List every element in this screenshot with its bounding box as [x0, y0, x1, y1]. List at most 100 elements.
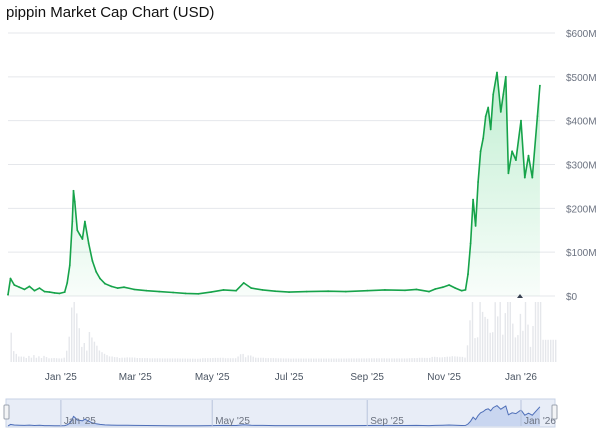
volume-bar: [454, 356, 456, 362]
data-point: [110, 285, 113, 288]
volume-bar: [141, 358, 143, 362]
data-point: [158, 290, 161, 293]
navigator-background: [5, 398, 556, 428]
volume-bar: [512, 323, 514, 362]
y-tick-label: $400M: [566, 117, 597, 128]
volume-bar: [350, 358, 353, 362]
navigator[interactable]: Jan '25 May '25 Sep '25 Jan '26: [3, 398, 558, 428]
data-point: [504, 75, 507, 78]
volume-bar: [156, 358, 159, 362]
volume-bar: [333, 358, 335, 362]
volume-bar: [232, 358, 234, 362]
volume-bar: [484, 316, 486, 362]
navigator-tick-label: Jan '26: [524, 416, 556, 427]
data-point: [76, 229, 79, 232]
volume-bar: [436, 357, 438, 362]
volume-bar: [502, 334, 504, 362]
data-point: [415, 288, 418, 291]
data-point: [434, 288, 437, 290]
navigator-handle-left[interactable]: [3, 404, 10, 420]
volume-bar: [227, 358, 229, 362]
volume-bar: [451, 356, 453, 362]
volume-bar: [154, 358, 156, 362]
volume-bar: [171, 358, 174, 362]
data-point: [58, 292, 61, 295]
volume-bar: [396, 358, 398, 362]
x-tick-label: Jan '26: [505, 372, 537, 383]
data-point: [464, 289, 467, 291]
volume-bar: [439, 357, 441, 362]
volume-bar: [411, 358, 413, 362]
volume-bar: [116, 357, 118, 362]
data-point: [145, 289, 148, 292]
market-cap-area: [8, 72, 540, 296]
x-tick-label: Jan '25: [45, 372, 77, 383]
volume-bar: [371, 358, 373, 362]
volume-bar: [91, 337, 93, 362]
data-point: [84, 220, 86, 223]
volume-bar: [348, 358, 350, 362]
volume-bar: [43, 355, 45, 362]
volume-bar: [244, 357, 247, 362]
volume-bar: [378, 358, 380, 362]
volume-bar: [444, 357, 446, 362]
data-point: [99, 277, 101, 280]
data-point: [123, 286, 125, 289]
data-point: [13, 284, 16, 286]
volume-bar: [187, 358, 189, 362]
volume-bar: [73, 302, 75, 362]
volume-bar: [421, 357, 423, 362]
data-point: [305, 290, 308, 293]
navigator-handle-right[interactable]: [551, 404, 558, 420]
volume-bar: [13, 351, 15, 362]
volume-bar: [202, 358, 204, 362]
volume-bar: [101, 352, 103, 362]
volume-bar: [323, 358, 325, 362]
data-point: [492, 93, 495, 96]
volume-bar: [514, 337, 517, 362]
data-point: [428, 290, 430, 293]
data-point: [441, 286, 444, 289]
volume-bar: [63, 357, 65, 362]
market-cap-line[interactable]: [7, 71, 541, 295]
data-point: [344, 290, 347, 293]
volume-bar: [247, 355, 249, 362]
volume-bar: [537, 302, 539, 362]
volume-bar: [25, 358, 27, 362]
volume-bar: [265, 358, 267, 362]
volume-bar: [338, 358, 340, 362]
volume-bar: [408, 358, 411, 362]
volume-bar: [388, 358, 390, 362]
data-point: [288, 291, 290, 293]
volume-bar: [343, 358, 345, 362]
volume-bar: [38, 356, 40, 362]
volume-bar: [68, 336, 70, 362]
volume-bar: [189, 358, 191, 362]
data-point: [496, 71, 498, 74]
volume-bar: [45, 357, 48, 362]
navigator-tick-label: Sep '25: [370, 416, 404, 427]
data-point: [454, 287, 457, 289]
volume-bar: [353, 358, 355, 362]
data-point: [404, 289, 406, 292]
volume-bar: [237, 356, 239, 362]
x-tick-label: Sep '25: [350, 372, 384, 383]
data-point: [38, 287, 41, 289]
data-point: [73, 200, 76, 203]
volume-bar: [124, 357, 126, 362]
y-tick-label: $600M: [566, 29, 597, 40]
navigator-area: [8, 405, 540, 426]
data-point: [384, 289, 386, 291]
volume-bar: [113, 357, 116, 362]
volume-bar: [403, 358, 406, 362]
volume-bar: [58, 358, 60, 362]
event-marker-icon[interactable]: [517, 294, 523, 298]
data-point: [133, 288, 135, 291]
volume-bar: [60, 358, 63, 362]
volume-bar: [504, 313, 506, 362]
volume-bar: [471, 302, 474, 362]
volume-bar: [459, 356, 461, 362]
data-point: [23, 288, 26, 291]
volume-bar: [86, 350, 88, 362]
